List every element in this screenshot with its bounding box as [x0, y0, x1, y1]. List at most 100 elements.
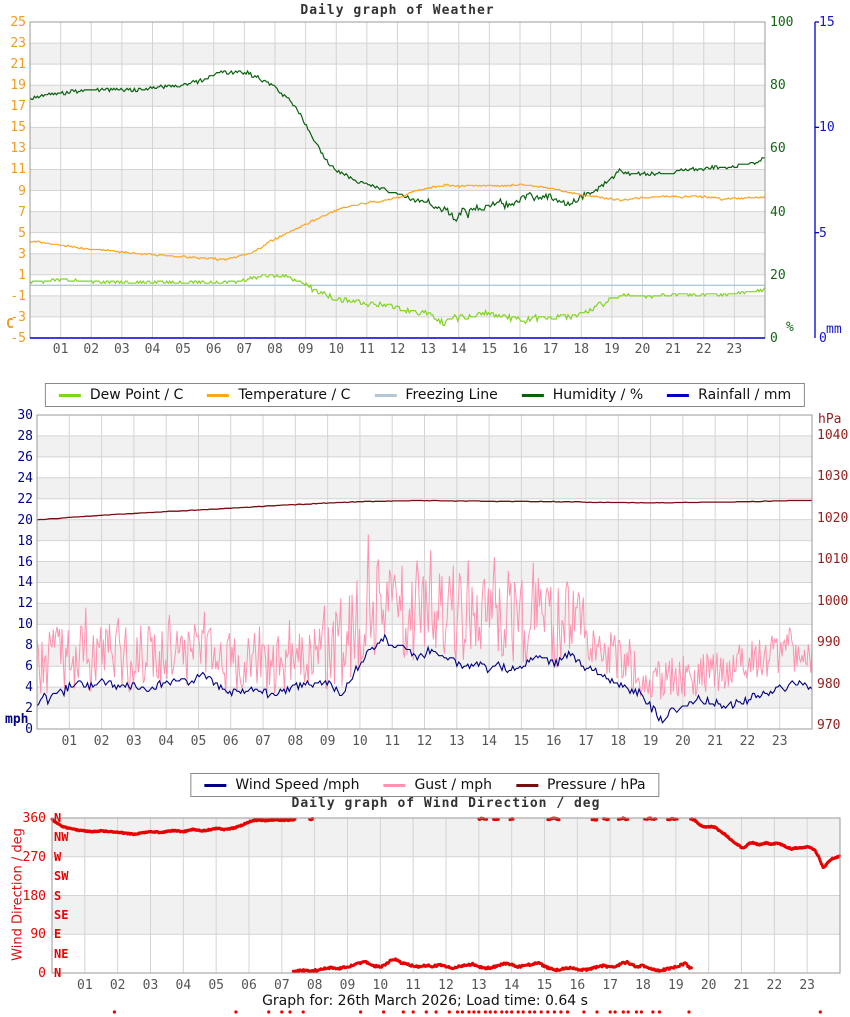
- legend-item: Gust / mph: [383, 777, 492, 793]
- tick-label: 270: [22, 849, 46, 865]
- freezing-line-swatch: [374, 393, 397, 397]
- tick-label: 16: [17, 554, 33, 570]
- tick-label: 01: [61, 734, 78, 749]
- tick-label: 17: [542, 342, 559, 357]
- tick-label: 16: [545, 734, 562, 749]
- tick-label: 22: [17, 491, 33, 507]
- hpa-unit-label: hPa: [818, 412, 842, 427]
- tick-label: 01: [77, 978, 93, 993]
- wind-direction-axis-title: Wind Direction / deg: [10, 828, 26, 961]
- tick-label: 01: [52, 342, 69, 357]
- tick-label: -5: [10, 331, 26, 346]
- tick-label: 19: [10, 78, 26, 94]
- tick-label: 15: [536, 978, 553, 993]
- tick-label: 20: [634, 342, 651, 357]
- tick-label: 1000: [817, 593, 849, 609]
- tick-label: 13: [10, 141, 26, 157]
- tick-label: 05: [208, 978, 224, 993]
- tick-label: 06: [241, 978, 257, 993]
- tick-label: 1030: [817, 469, 849, 485]
- tick-label: 18: [610, 734, 627, 749]
- tick-label: 02: [93, 734, 110, 749]
- tick-label: 19: [668, 978, 684, 993]
- tick-label: 21: [707, 734, 723, 749]
- tick-label: 4: [25, 680, 33, 696]
- tick-label: 7: [18, 204, 26, 220]
- legend-item: Rainfall / mm: [667, 387, 791, 403]
- tick-label: 12: [17, 596, 33, 612]
- tick-label: 16: [512, 342, 528, 357]
- tick-label: 07: [236, 342, 253, 357]
- tick-label: 14: [481, 734, 497, 749]
- tick-label: 40: [770, 204, 786, 220]
- legend-label: Humidity / %: [552, 387, 644, 403]
- tick-label: 90: [30, 927, 46, 943]
- compass-tick-label: N: [54, 966, 62, 980]
- tick-label: 11: [10, 162, 26, 178]
- legend-label: Wind Speed /mph: [235, 777, 360, 793]
- tick-label: 0: [770, 331, 778, 346]
- compass-tick-label: E: [54, 927, 62, 942]
- compass-tick-label: SW: [54, 869, 69, 884]
- tick-label: 08: [267, 342, 283, 357]
- tick-label: 17: [578, 734, 594, 749]
- tick-label: 23: [799, 978, 815, 993]
- tick-label: 15: [513, 734, 530, 749]
- pressure-line-swatch: [515, 783, 538, 787]
- tick-label: 5: [819, 225, 827, 241]
- tick-label: 180: [22, 888, 46, 904]
- tick-label: 16: [569, 978, 586, 993]
- tick-label: 08: [306, 978, 323, 993]
- chart1-legend: Dew Point / C Temperature / C Freezing L…: [44, 383, 806, 407]
- legend-label: Freezing Line: [405, 387, 498, 403]
- percent-unit-label: %: [786, 320, 794, 335]
- temperature-line-swatch: [207, 393, 230, 397]
- tick-label: 22: [695, 342, 712, 357]
- tick-label: 5: [18, 225, 26, 241]
- tick-label: 23: [726, 342, 743, 357]
- tick-label: 6: [25, 659, 33, 675]
- tick-label: 10: [819, 120, 835, 136]
- tick-label: 04: [175, 978, 192, 993]
- tick-label: 26: [17, 449, 33, 465]
- tick-label: 8: [25, 638, 33, 654]
- legend-item: Temperature / C: [207, 387, 350, 403]
- tick-label: 60: [770, 141, 786, 157]
- tick-label: 13: [471, 978, 487, 993]
- tick-label: 21: [10, 57, 26, 73]
- celsius-unit-label: C: [6, 317, 14, 332]
- tick-label: -3: [10, 309, 26, 325]
- tick-label: 15: [481, 342, 498, 357]
- tick-label: 0: [819, 331, 827, 346]
- legend-label: Pressure / hPa: [546, 777, 646, 793]
- graph-footer-caption: Graph for: 26th March 2026; Load time: 0…: [262, 993, 588, 1009]
- humidity-line-swatch: [521, 393, 544, 397]
- chart1-title: Daily graph of Weather: [300, 3, 495, 18]
- tick-label: 07: [255, 734, 271, 749]
- tick-label: 1010: [817, 552, 849, 568]
- tick-label: 18: [17, 533, 33, 549]
- tick-label: 0: [25, 722, 33, 737]
- tick-label: 02: [83, 342, 100, 357]
- tick-label: 360: [22, 811, 46, 826]
- tick-label: 20: [700, 978, 717, 993]
- chart2-legend: Wind Speed /mph Gust / mph Pressure / hP…: [190, 773, 660, 797]
- tick-label: 21: [733, 978, 750, 993]
- tick-label: 13: [420, 342, 436, 357]
- legend-item: Humidity / %: [521, 387, 644, 403]
- compass-tick-label: S: [54, 888, 62, 903]
- tick-label: 14: [17, 575, 33, 591]
- tick-label: 12: [416, 734, 433, 749]
- dew-point-line-swatch: [58, 393, 81, 397]
- tick-label: 970: [817, 718, 841, 733]
- legend-label: Rainfall / mm: [698, 387, 792, 403]
- tick-label: 1020: [817, 510, 849, 526]
- tick-label: 14: [450, 342, 467, 357]
- tick-label: 21: [665, 342, 681, 357]
- legend-item: Wind Speed /mph: [204, 777, 359, 793]
- tick-label: 15: [10, 120, 26, 136]
- compass-tick-label: NE: [54, 946, 69, 961]
- tick-label: 1040: [817, 428, 849, 443]
- legend-item: Dew Point / C: [58, 387, 183, 403]
- tick-label: 14: [503, 978, 520, 993]
